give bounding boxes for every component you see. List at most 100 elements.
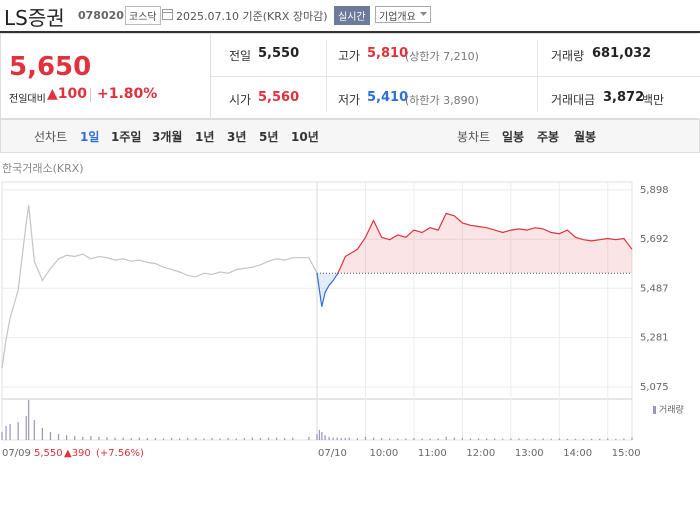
volume-bar	[437, 438, 439, 440]
volume-bar	[203, 438, 205, 440]
footer-change: ▲390	[64, 448, 91, 459]
volume-bar	[66, 435, 68, 440]
volume-bar	[461, 438, 463, 440]
volume-bar	[486, 438, 488, 440]
stat-value: 5,810	[367, 46, 409, 61]
volume-bar	[98, 436, 100, 440]
stat-label: 전일	[229, 49, 252, 63]
volume-bar	[219, 438, 221, 440]
day-label: 07/09	[2, 448, 31, 459]
header-rule	[0, 31, 700, 33]
volume-bar	[340, 438, 342, 440]
volume-bar	[9, 424, 11, 440]
volume-bar	[318, 430, 321, 440]
volume-bar	[28, 400, 30, 440]
volume-bar	[332, 437, 334, 440]
volume-bar	[106, 437, 108, 440]
realtime-button[interactable]: 실시간	[334, 6, 370, 25]
x-tick-label: 15:00	[612, 448, 641, 459]
day-label: 07/10	[318, 448, 347, 459]
volume-bar	[574, 438, 577, 440]
price-box: 5,650 전일대비 ▲100 +1.80%	[0, 33, 211, 119]
stat-label: 시가	[229, 93, 252, 107]
price-line	[316, 212, 633, 307]
date-info: 2025.07.10 기준(KRX 장마감)	[176, 10, 328, 23]
calendar-icon	[162, 9, 173, 20]
y-tick-label: 5,075	[640, 382, 669, 393]
x-tick-label: 12:00	[466, 448, 495, 459]
market-badge: 코스닥	[125, 6, 161, 25]
volume-bar	[259, 438, 262, 440]
volume-bar	[494, 438, 496, 440]
stats-divider	[326, 40, 327, 112]
volume-bar	[453, 437, 455, 440]
tab[interactable]: 5년	[259, 130, 279, 144]
tab[interactable]: 1일	[80, 130, 100, 144]
volume-bar	[267, 437, 270, 440]
price-line	[1, 204, 318, 369]
current-price: 5,650	[9, 52, 92, 82]
volume-bar	[421, 438, 423, 440]
volume-bar	[336, 437, 338, 440]
volume-bar	[292, 437, 294, 440]
volume-bar	[211, 438, 213, 440]
tab[interactable]: 10년	[291, 130, 319, 144]
volume-bar	[566, 438, 568, 440]
tab[interactable]: 일봉	[502, 130, 525, 144]
volume-bar	[154, 438, 157, 440]
volume-bar	[33, 420, 35, 440]
tab[interactable]: 1년	[195, 130, 215, 144]
volume-bar	[90, 436, 92, 440]
tab[interactable]: 3개월	[152, 130, 183, 144]
volume-bar	[316, 434, 318, 440]
volume-bar	[1, 432, 3, 440]
volume-legend: 거래량	[659, 404, 684, 416]
volume-bar	[526, 438, 528, 440]
stat-value: 5,410	[367, 90, 409, 105]
stats-box	[210, 33, 699, 119]
volume-bar	[364, 436, 367, 440]
volume-bar	[171, 438, 173, 440]
stat-label: 저가	[338, 93, 361, 107]
company-button[interactable]: 기업개요	[375, 6, 431, 23]
tab[interactable]: 3년	[227, 130, 247, 144]
y-tick-label: 5,281	[640, 333, 669, 344]
volume-bar	[243, 438, 245, 440]
divider	[90, 88, 91, 102]
volume-bar	[5, 426, 7, 440]
volume-bar	[162, 438, 165, 440]
y-tick-label: 5,487	[640, 283, 669, 294]
footer-rate: (+7.56%)	[96, 448, 144, 459]
stat-unit: 백만	[642, 93, 665, 107]
tab-bar	[0, 119, 700, 153]
chart: 한국거래소(KRX) 5,075 5,281 5,487 5,692 5,898 10:0…	[1, 162, 684, 459]
volume-bar	[558, 438, 560, 440]
stat-label: 고가	[338, 49, 361, 63]
volume-bar	[308, 436, 310, 440]
volume-bar	[582, 438, 585, 440]
volume-bar	[344, 438, 346, 440]
volume-bar	[372, 437, 375, 440]
volume-bar	[114, 437, 116, 440]
volume-bar	[502, 438, 504, 440]
stat-note: (하한가 3,890)	[405, 94, 479, 107]
volume-bar	[74, 436, 76, 440]
volume-bar	[397, 438, 399, 440]
tab[interactable]: 월봉	[574, 130, 597, 144]
volume-legend-swatch	[653, 406, 656, 414]
volume-bar	[195, 438, 197, 440]
tab[interactable]: 1주일	[111, 130, 142, 144]
volume-bar	[49, 432, 52, 440]
company-button-label: 기업개요	[379, 12, 416, 23]
volume-bar	[227, 438, 229, 440]
tab[interactable]: 주봉	[537, 130, 560, 144]
stat-label: 거래대금	[551, 93, 596, 107]
volume-bar	[57, 434, 60, 440]
y-tick-label: 5,898	[640, 185, 669, 196]
volume-bar	[518, 438, 520, 440]
volume-bar	[413, 438, 415, 440]
volume-bar	[82, 436, 84, 440]
x-tick-label: 14:00	[563, 448, 592, 459]
volume-bar	[389, 438, 391, 440]
chart-title: 한국거래소(KRX)	[2, 162, 84, 175]
